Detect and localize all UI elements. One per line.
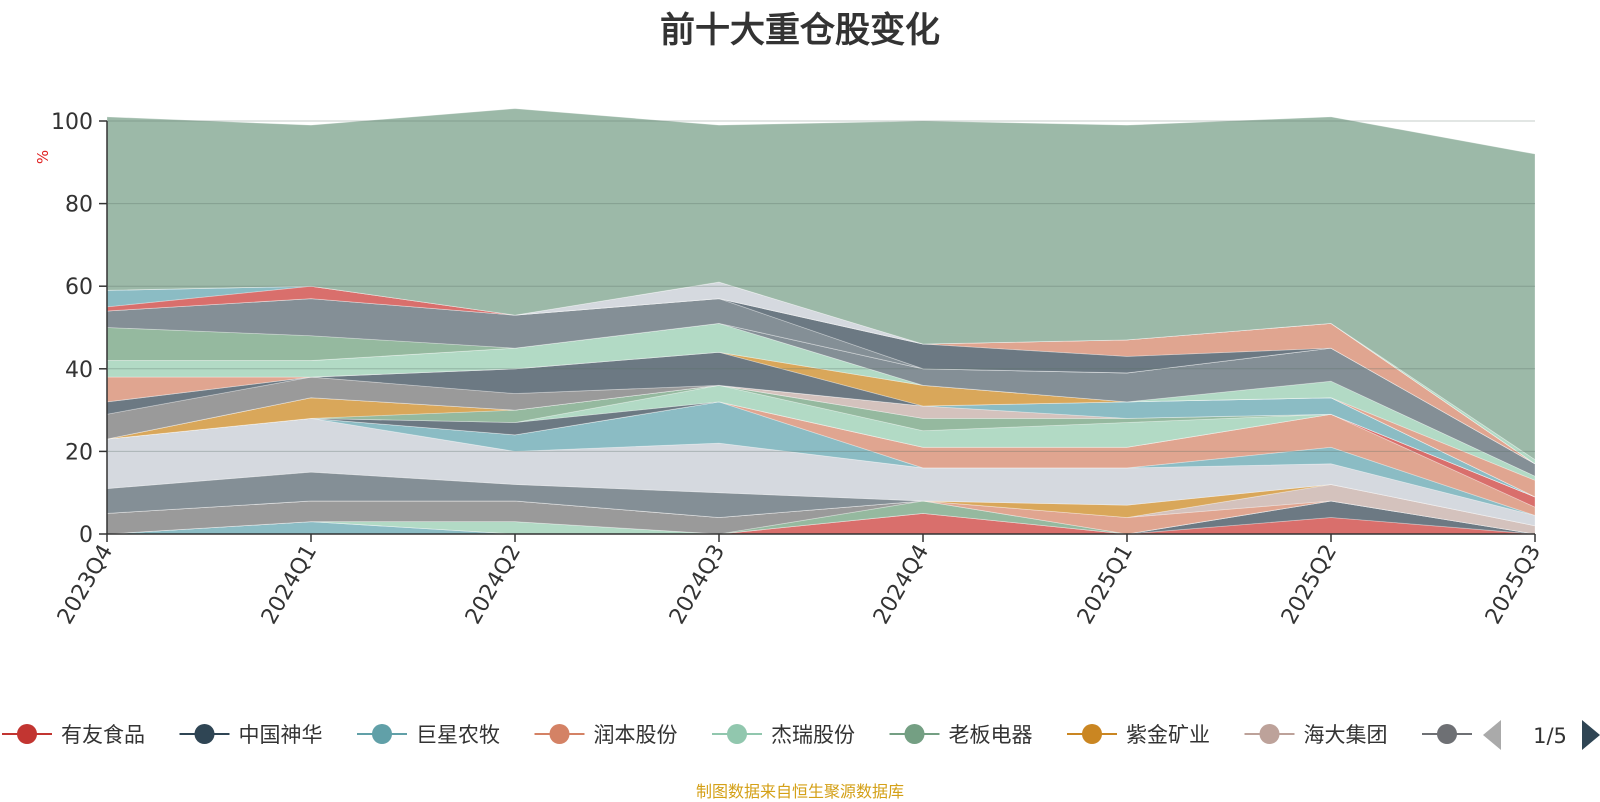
area-剩余-34 <box>106 108 1536 461</box>
y-tick-label: 40 <box>65 358 93 383</box>
x-tick-label: 2025Q3 <box>1481 541 1546 629</box>
legend-label: 紫金矿业 <box>1126 723 1210 747</box>
legend-label: 杰瑞股份 <box>771 723 855 747</box>
x-tick-label: 2024Q2 <box>461 541 526 629</box>
legend-item-润本股份[interactable]: 润本股份 <box>534 723 678 747</box>
x-tick-label: 2024Q3 <box>665 541 730 629</box>
legend-page-indicator: 1/5 <box>1533 724 1567 748</box>
legend-marker <box>17 724 37 744</box>
area-series <box>106 108 1536 535</box>
legend-label: 润本股份 <box>594 723 678 747</box>
y-tick-label: 80 <box>65 193 93 218</box>
legend-prev-icon[interactable] <box>1483 720 1501 750</box>
y-tick-label: 100 <box>51 110 93 135</box>
legend-item-有友食品[interactable]: 有友食品 <box>2 723 145 747</box>
legend-marker <box>727 724 747 744</box>
legend-label: 巨星农牧 <box>416 723 500 747</box>
data-source-note: 制图数据来自恒生聚源数据库 <box>695 782 904 801</box>
legend-label: 有友食品 <box>61 723 145 747</box>
x-tick-label: 2023Q4 <box>53 541 118 629</box>
area-海大集团-7 <box>106 484 1536 535</box>
legend-label: 中国神华 <box>239 723 323 747</box>
legend-marker <box>194 724 215 744</box>
legend-item-杰瑞股份[interactable]: 杰瑞股份 <box>712 723 855 747</box>
legend-item-i[interactable]: i <box>1422 723 1487 747</box>
legend-label: 老板电器 <box>949 723 1033 747</box>
legend-item-巨星农牧[interactable]: 巨星农牧 <box>357 723 500 747</box>
y-tick-label: 20 <box>65 440 93 465</box>
legend-item-海大集团[interactable]: 海大集团 <box>1244 723 1388 747</box>
legend-item-中国神华[interactable]: 中国神华 <box>179 723 323 747</box>
legend-marker <box>1259 724 1280 744</box>
legend-marker <box>1082 724 1102 744</box>
legend-item-紫金矿业[interactable]: 紫金矿业 <box>1067 723 1210 747</box>
legend-next-icon[interactable] <box>1582 720 1600 750</box>
legend-marker <box>372 724 392 744</box>
x-tick-label: 2025Q2 <box>1277 541 1342 629</box>
legend[interactable]: 有友食品 中国神华 巨星农牧 润本股份 杰瑞股份 老板电器 紫金矿业 海大集团 i 1/5 <box>2 710 1600 760</box>
chart-title: 前十大重仓股变化 <box>659 11 940 51</box>
y-tick-label: 60 <box>65 275 93 300</box>
y-tick-label: 0 <box>79 523 93 548</box>
x-tick-label: 2024Q1 <box>257 541 322 629</box>
grid-lines <box>107 120 1535 452</box>
legend-marker <box>904 724 925 744</box>
area-杰瑞股份-24 <box>106 322 1536 481</box>
x-tick-label: 2025Q1 <box>1073 541 1138 629</box>
x-tick-label: 2024Q4 <box>869 541 934 629</box>
area-other-25 <box>107 322 1536 477</box>
legend-marker <box>549 724 570 744</box>
legend-label: 海大集团 <box>1304 723 1388 747</box>
legend-item-老板电器[interactable]: 老板电器 <box>889 723 1033 747</box>
legend-marker <box>1437 724 1457 744</box>
